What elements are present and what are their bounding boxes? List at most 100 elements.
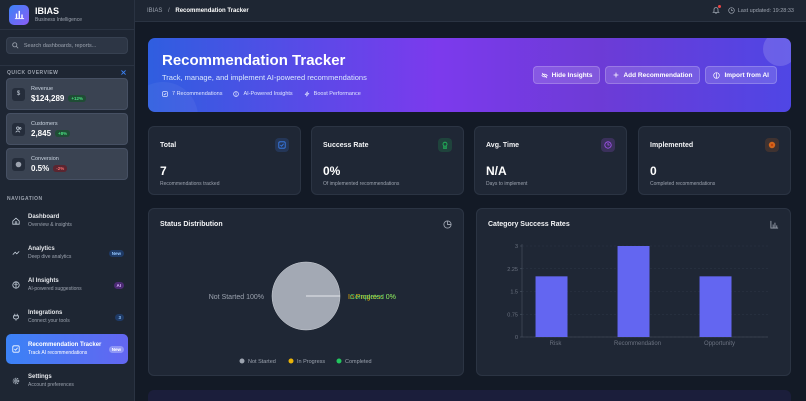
hero-tag-boost: Boost Performance bbox=[304, 91, 361, 97]
stat-label: Conversion bbox=[31, 155, 59, 162]
checkbox-icon bbox=[162, 91, 168, 97]
x-tick-label: Opportunity bbox=[704, 341, 735, 347]
brand-subtitle: Business Intelligence bbox=[35, 17, 82, 23]
eye-off-icon bbox=[541, 72, 548, 78]
breadcrumb: IBIAS / Recommendation Tracker bbox=[147, 8, 249, 14]
sidebar-item-ai-insights[interactable]: AI Insights AI-powered suggestions AI bbox=[6, 270, 128, 300]
kpi-implemented: Implemented 0 Completed recommendations bbox=[638, 126, 791, 195]
kpi-subtitle: Of implemented recommendations bbox=[323, 181, 400, 187]
nav-sub: Track AI recommendations bbox=[28, 350, 88, 356]
kpi-subtitle: Completed recommendations bbox=[650, 181, 716, 187]
navigation-header: NAVIGATION bbox=[0, 194, 134, 204]
nav-sub: Connect your tools bbox=[28, 318, 70, 324]
kpi-success-rate: Success Rate 0% Of implemented recommend… bbox=[311, 126, 464, 195]
nav-label: Integrations bbox=[28, 310, 63, 316]
sidebar-item-dashboard[interactable]: Dashboard Overview & insights bbox=[6, 206, 128, 236]
decor-circle bbox=[763, 38, 791, 66]
y-tick-label: 0 bbox=[515, 335, 518, 341]
kpi-subtitle: Days to implement bbox=[486, 181, 528, 187]
decor-circle bbox=[148, 82, 198, 112]
button-label: Hide Insights bbox=[551, 71, 593, 79]
search-box[interactable] bbox=[6, 37, 128, 54]
x-tick-label: Recommendation bbox=[614, 341, 661, 347]
kpi-title: Total bbox=[160, 142, 177, 149]
nav-label: AI Insights bbox=[28, 278, 59, 284]
award-icon bbox=[438, 138, 452, 152]
sparkle-icon[interactable] bbox=[120, 69, 127, 76]
nav-badge: 3 bbox=[115, 313, 124, 321]
brand[interactable]: IBIAS Business Intelligence bbox=[0, 0, 134, 30]
pie-legend: Not Started In Progress Completed bbox=[239, 358, 372, 365]
nav-sub: Account preferences bbox=[28, 382, 74, 388]
hide-insights-button[interactable]: Hide Insights bbox=[532, 66, 601, 84]
stat-card-conversion[interactable]: Conversion 0.5% -2% bbox=[6, 148, 128, 180]
kpi-title: Success Rate bbox=[323, 142, 369, 149]
y-tick-label: 2.25 bbox=[507, 267, 518, 273]
quick-overview-title: QUICK OVERVIEW bbox=[7, 69, 59, 76]
y-tick-label: 1.5 bbox=[510, 290, 518, 296]
hero-tag-text: AI-Powered Insights bbox=[243, 91, 293, 97]
gear-icon bbox=[10, 377, 21, 385]
sidebar-item-integrations[interactable]: Integrations Connect your tools 3 bbox=[6, 302, 128, 332]
nav-badge: New bbox=[108, 249, 124, 257]
status-pie-chart: Not Started 100% In Progress 0% Complete… bbox=[209, 261, 396, 365]
hero-banner: Recommendation Tracker Track, manage, an… bbox=[148, 38, 791, 112]
notification-dot bbox=[717, 4, 721, 8]
stat-card-revenue[interactable]: $ Revenue $124,289 +12% bbox=[6, 78, 128, 110]
stat-card-customers[interactable]: Customers 2,845 +8% bbox=[6, 113, 128, 145]
notifications-button[interactable] bbox=[711, 4, 721, 16]
stat-value: 2,845 bbox=[31, 128, 52, 138]
search-icon bbox=[12, 42, 19, 49]
kpi-avg-time: Avg. Time N/A Days to implement bbox=[474, 126, 627, 195]
breadcrumb-root[interactable]: IBIAS bbox=[147, 7, 163, 14]
target-icon bbox=[765, 138, 779, 152]
pie-chart-icon[interactable] bbox=[443, 220, 452, 229]
nav-label: Analytics bbox=[28, 246, 55, 252]
bell-icon bbox=[711, 6, 720, 14]
legend-in-progress[interactable]: In Progress bbox=[297, 359, 325, 365]
bar-opportunity[interactable] bbox=[699, 276, 732, 337]
button-label: Add Recommendation bbox=[623, 71, 693, 79]
bar-risk[interactable] bbox=[535, 276, 568, 337]
sidebar-item-settings[interactable]: Settings Account preferences bbox=[6, 366, 128, 396]
last-updated: Last updated: 19:28:33 bbox=[737, 7, 794, 14]
sidebar-item-analytics[interactable]: Analytics Deep dive analytics New bbox=[6, 238, 128, 268]
bar-chart-icon[interactable] bbox=[770, 220, 779, 229]
legend-not-started[interactable]: Not Started bbox=[248, 359, 276, 365]
bar-recommendation[interactable] bbox=[617, 246, 650, 337]
kpi-subtitle: Recommendations tracked bbox=[160, 181, 220, 187]
dollar-icon: $ bbox=[12, 87, 25, 101]
circle-icon bbox=[12, 157, 25, 171]
sidebar-item-recommendation-tracker[interactable]: Recommendation Tracker Track AI recommen… bbox=[6, 334, 128, 364]
y-tick-label: 0.75 bbox=[507, 312, 518, 318]
kpi-value: N/A bbox=[486, 164, 507, 178]
bottom-panel bbox=[148, 390, 791, 401]
clock-icon bbox=[601, 138, 615, 152]
stat-label: Customers bbox=[31, 120, 58, 127]
search-input[interactable] bbox=[23, 42, 122, 49]
panel-title: Category Success Rates bbox=[488, 221, 570, 228]
legend-completed[interactable]: Completed bbox=[345, 359, 372, 365]
plus-icon bbox=[614, 72, 619, 78]
nav-badge: AI bbox=[113, 281, 124, 289]
lightning-icon bbox=[304, 91, 310, 97]
users-icon bbox=[12, 122, 25, 136]
nav-label: Settings bbox=[28, 374, 52, 380]
nav-sub: Overview & insights bbox=[28, 222, 72, 228]
stat-change: +12% bbox=[68, 94, 87, 102]
sidebar: IBIAS Business Intelligence QUICK OVERVI… bbox=[0, 0, 135, 401]
pie-label-completed: Completed 0% bbox=[350, 294, 396, 301]
checkbox-icon bbox=[10, 345, 21, 353]
pie-label-not-started: Not Started 100% bbox=[209, 294, 264, 301]
nav-badge: New bbox=[108, 345, 124, 353]
home-icon bbox=[10, 217, 21, 225]
clock-icon bbox=[728, 7, 735, 14]
import-from-ai-button[interactable]: Import from AI bbox=[705, 66, 777, 84]
nav-label: Recommendation Tracker bbox=[28, 342, 102, 348]
breadcrumb-separator: / bbox=[168, 7, 170, 14]
breadcrumb-current: Recommendation Tracker bbox=[175, 7, 249, 14]
panel-title: Status Distribution bbox=[160, 221, 223, 228]
kpi-value: 0% bbox=[323, 164, 341, 178]
add-recommendation-button[interactable]: Add Recommendation bbox=[605, 66, 701, 84]
stat-value: 0.5% bbox=[31, 163, 50, 173]
